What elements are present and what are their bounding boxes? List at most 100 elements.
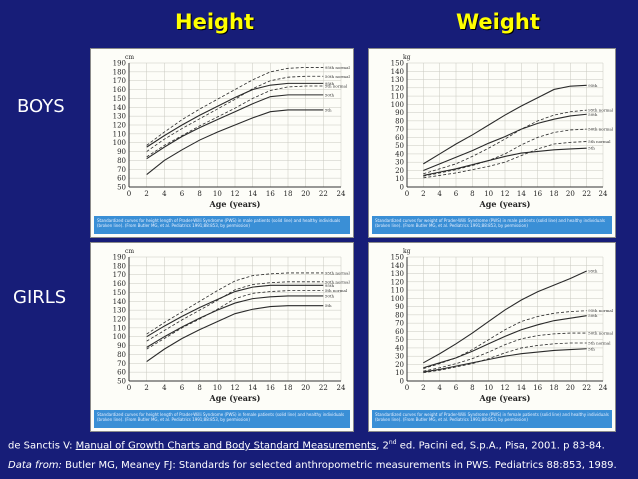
y-tick-label: 0	[400, 184, 404, 192]
x-tick-label: 10	[484, 190, 493, 198]
x-tick-label: 6	[454, 190, 459, 198]
reference-sep: , 2	[376, 440, 389, 452]
y-tick-label: 150	[113, 289, 126, 297]
y-tick-label: 30	[395, 353, 404, 361]
y-tick-label: 50	[117, 184, 126, 192]
series-end-label: 50th normal	[325, 279, 351, 284]
series-line-5th	[146, 109, 324, 176]
unit-label: cm	[125, 248, 134, 255]
reference-edition-sup: nd	[388, 439, 397, 446]
x-tick-label: 18	[550, 190, 559, 198]
girls-height-plot: cm50607080901001101201301401501601701801…	[113, 248, 351, 403]
boys-height-plot: cm50607080901001101201301401501601701801…	[113, 54, 351, 209]
unit-label: kg	[403, 248, 411, 255]
x-tick-label: 14	[248, 384, 257, 392]
reference-publisher: ed. Pacini ed, S.p.A., Pisa, 2001. p 83-…	[396, 440, 605, 452]
y-tick-label: 140	[391, 68, 404, 76]
y-tick-label: 0	[400, 378, 404, 386]
series-line-50th-normal	[146, 281, 324, 342]
x-tick-label: 10	[213, 190, 222, 198]
x-tick-label: 2	[421, 384, 425, 392]
series-end-label: 95th normal	[588, 108, 614, 113]
series-line-5th-normal	[146, 85, 324, 158]
series-line-5th-normal	[423, 141, 587, 179]
reference-line-2: Data from: Butler MG, Meaney FJ: Standar…	[8, 460, 617, 471]
x-axis-title: Age (years)	[479, 393, 531, 403]
y-tick-label: 80	[395, 311, 404, 319]
y-tick-label: 50	[395, 336, 404, 344]
girls-weight-chart: kg 0 10 20 30 40 50 60 70 80 90 100 110 120 130 140 150 0…	[368, 242, 616, 432]
y-tick-label: 10	[395, 369, 404, 377]
x-tick-label: 12	[231, 384, 240, 392]
y-tick-label: 90	[117, 342, 126, 350]
series-end-label: 95th normal	[325, 65, 351, 70]
y-tick-label: 70	[395, 126, 404, 134]
y-tick-label: 110	[391, 287, 404, 295]
y-tick-label: 130	[113, 307, 126, 315]
y-tick-label: 100	[113, 333, 126, 341]
series-line-95th	[423, 270, 587, 364]
boys-label: BOYS	[17, 96, 65, 117]
x-tick-label: 14	[517, 384, 526, 392]
data-from-label: Data from:	[8, 460, 62, 471]
reference-book-title: Manual of Growth Charts and Body Standar…	[75, 440, 377, 452]
x-tick-label: 8	[197, 190, 201, 198]
series-end-label: 50th normal	[588, 127, 614, 132]
y-tick-label: 90	[117, 148, 126, 156]
x-tick-label: 2	[144, 190, 148, 198]
unit-label: cm	[125, 54, 134, 61]
x-tick-label: 16	[533, 190, 542, 198]
y-tick-label: 20	[395, 361, 404, 369]
reference-line-1: de Sanctis V: Manual of Growth Charts an…	[8, 439, 605, 451]
y-tick-label: 90	[395, 303, 404, 311]
weight-heading: Weight	[456, 10, 540, 34]
y-tick-label: 50	[395, 142, 404, 150]
y-tick-label: 180	[113, 68, 126, 76]
x-tick-label: 22	[319, 190, 328, 198]
girls-height-chart: cm 50 60 70 80 90 100 110 120 130 140 150 160 170 180 1…	[90, 242, 354, 432]
girls-weight-plot: kg01020304050607080901001101201301401500…	[391, 248, 614, 403]
series-end-label: 50th normal	[325, 74, 351, 79]
series-end-label: 5th	[588, 346, 595, 351]
y-tick-label: 170	[113, 271, 126, 279]
y-tick-label: 10	[395, 175, 404, 183]
boys-height-caption: Standardized curves for height length of…	[94, 216, 350, 234]
x-tick-label: 8	[470, 384, 474, 392]
x-tick-label: 24	[337, 384, 346, 392]
series-line-95th-normal	[146, 67, 324, 146]
series-line-50th-normal	[423, 332, 587, 372]
boys-weight-plot: kg01020304050607080901001101201301401500…	[391, 54, 614, 209]
y-tick-label: 120	[113, 122, 126, 130]
y-tick-label: 130	[391, 76, 404, 84]
series-end-label: 5th	[588, 146, 595, 151]
x-tick-label: 12	[501, 190, 510, 198]
y-tick-label: 60	[117, 175, 126, 183]
y-tick-label: 100	[391, 295, 404, 303]
y-tick-label: 170	[113, 77, 126, 85]
x-tick-label: 24	[337, 190, 346, 198]
x-tick-label: 18	[550, 384, 559, 392]
series-end-label: 50th normal	[588, 331, 614, 336]
x-tick-label: 16	[533, 384, 542, 392]
x-tick-label: 20	[566, 190, 575, 198]
series-end-label: 95th	[588, 269, 598, 274]
series-line-50th-normal	[146, 75, 324, 152]
x-tick-label: 14	[517, 190, 526, 198]
series-end-label: 95th normal	[325, 270, 351, 275]
series-end-label: 50th	[588, 313, 598, 318]
series-end-label: 50th	[325, 293, 335, 298]
series-line-5th	[146, 305, 324, 362]
y-tick-label: 150	[113, 95, 126, 103]
y-tick-label: 140	[113, 104, 126, 112]
y-tick-label: 150	[391, 254, 404, 262]
x-tick-label: 6	[180, 384, 185, 392]
y-tick-label: 40	[395, 150, 404, 158]
y-tick-label: 120	[113, 316, 126, 324]
series-line-5th	[423, 147, 587, 176]
x-tick-label: 4	[162, 384, 167, 392]
series-line-50th	[146, 94, 324, 160]
series-line-5th-normal	[423, 342, 587, 374]
y-tick-label: 110	[391, 93, 404, 101]
series-line-50th	[146, 295, 324, 348]
